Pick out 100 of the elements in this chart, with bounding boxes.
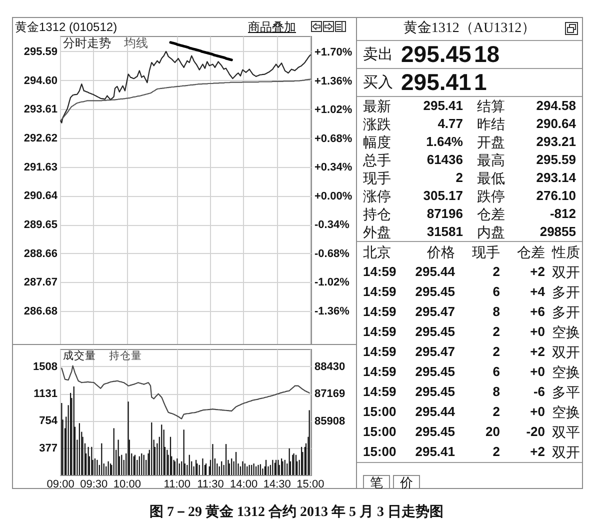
y-tick-label: 291.63 bbox=[24, 161, 58, 174]
text: 总手 bbox=[363, 151, 391, 169]
text: 295.45 bbox=[415, 423, 455, 441]
text: +2 bbox=[530, 443, 545, 461]
text: 6 bbox=[492, 283, 500, 301]
text: 8 bbox=[492, 303, 500, 321]
text: 空换 bbox=[552, 323, 580, 342]
text: 18 bbox=[474, 41, 500, 68]
text: 涨跌 bbox=[363, 115, 391, 133]
text: 空换 bbox=[552, 363, 580, 382]
text: 均线 bbox=[124, 36, 148, 50]
y-tick-label: 287.67 bbox=[24, 276, 58, 289]
text: 14:59 bbox=[363, 283, 396, 301]
y2-tick-label: -0.68% bbox=[314, 248, 350, 260]
text: 跌停 bbox=[477, 187, 505, 205]
text: 1 bbox=[474, 69, 487, 96]
text: 295.44 bbox=[415, 263, 455, 281]
y-tick-label: 754 bbox=[39, 415, 58, 428]
text: +4 bbox=[530, 283, 545, 301]
text: 15:00 bbox=[363, 403, 396, 421]
y2-tick-label: +1.70% bbox=[314, 46, 352, 59]
text: 买入 bbox=[363, 73, 393, 93]
text: 295.47 bbox=[415, 303, 455, 321]
text: 2 bbox=[492, 443, 500, 461]
text: 14:59 bbox=[363, 363, 396, 381]
text: 商品叠加 bbox=[248, 20, 296, 34]
text: 293.14 bbox=[536, 169, 576, 187]
y-tick-label: 294.60 bbox=[24, 74, 58, 87]
text: 最高 bbox=[477, 151, 505, 169]
text: 双开 bbox=[552, 263, 580, 282]
y2-tick-label: 87169 bbox=[314, 388, 346, 400]
text: 14:59 bbox=[363, 323, 396, 341]
text: 开盘 bbox=[477, 133, 505, 151]
text: 昨结 bbox=[477, 115, 505, 133]
text: +0 bbox=[530, 403, 545, 421]
y-tick-label: 292.62 bbox=[24, 132, 58, 144]
x-tick-label: 14:00 bbox=[230, 478, 258, 490]
text: 多开 bbox=[552, 283, 580, 302]
y2-tick-label: +0.34% bbox=[314, 162, 352, 174]
text: 293.21 bbox=[536, 133, 576, 151]
text: -812 bbox=[550, 205, 576, 223]
text: 6 bbox=[492, 363, 500, 381]
text: 305.17 bbox=[423, 187, 463, 205]
y-tick-label: 1131 bbox=[34, 388, 58, 400]
text: -20 bbox=[526, 423, 545, 441]
line-series bbox=[60, 50, 311, 124]
text: 幅度 bbox=[363, 133, 391, 151]
text: 2 bbox=[492, 323, 500, 341]
y2-tick-label: 85908 bbox=[314, 415, 346, 428]
text: 双开 bbox=[552, 343, 580, 362]
x-tick-label: 14:30 bbox=[263, 478, 291, 490]
text: 14:59 bbox=[363, 383, 396, 401]
text: 卖出 bbox=[363, 45, 393, 65]
text: 15:00 bbox=[363, 423, 396, 441]
line-series bbox=[169, 41, 233, 62]
text: 多开 bbox=[552, 303, 580, 322]
text: 295.45 bbox=[415, 363, 455, 381]
text: 14:59 bbox=[363, 343, 396, 361]
text: +2 bbox=[530, 263, 545, 281]
text: 多平 bbox=[552, 383, 580, 402]
x-tick-label: 10:00 bbox=[113, 478, 141, 490]
text: 涨停 bbox=[363, 187, 391, 205]
x-tick-label: 15:00 bbox=[296, 478, 324, 490]
text: 295.41 bbox=[401, 69, 472, 96]
x-tick-label: 11:00 bbox=[164, 478, 191, 490]
text: 2 bbox=[492, 403, 500, 421]
text: 61436 bbox=[426, 151, 463, 169]
text: 15:00 bbox=[363, 443, 396, 461]
text: 最新 bbox=[363, 97, 391, 115]
text: 295.45 bbox=[415, 283, 455, 301]
text: +2 bbox=[530, 343, 545, 361]
text: 295.45 bbox=[415, 323, 455, 341]
y-tick-label: 286.68 bbox=[24, 306, 58, 318]
text: 双平 bbox=[552, 423, 580, 442]
text: 31581 bbox=[426, 223, 463, 241]
text: 294.58 bbox=[536, 97, 576, 115]
text: 290.64 bbox=[536, 115, 576, 133]
text: 内盘 bbox=[477, 223, 505, 241]
text: 价格 bbox=[427, 243, 455, 262]
y-tick-label: 295.59 bbox=[24, 46, 58, 58]
text: 黄金1312（AU1312） bbox=[357, 18, 582, 41]
text: 现手 bbox=[472, 243, 500, 262]
text: 1.64% bbox=[426, 133, 463, 151]
text: 空换 bbox=[552, 403, 580, 422]
text: 276.10 bbox=[536, 187, 576, 205]
x-tick-label: 09:30 bbox=[80, 478, 108, 490]
text: 8 bbox=[492, 383, 500, 401]
x-tick-label: 09:00 bbox=[46, 478, 74, 490]
text: 14:59 bbox=[363, 263, 396, 281]
y-tick-label: 289.65 bbox=[24, 219, 58, 232]
text: 295.41 bbox=[415, 443, 455, 461]
y-tick-label: 288.66 bbox=[24, 248, 58, 260]
caption: 图 7－29 黄金 1312 合约 2013 年 5 月 3 日走势图 bbox=[148, 503, 444, 521]
y-tick-label: 377 bbox=[39, 442, 58, 454]
text: 结算 bbox=[477, 97, 505, 115]
chart-title: 黄金1312 (010512) bbox=[15, 20, 118, 34]
x-tick-label: 11:30 bbox=[197, 478, 224, 490]
text: 现手 bbox=[363, 169, 391, 187]
text: 北京 bbox=[363, 243, 391, 262]
text: 295.47 bbox=[415, 343, 455, 361]
